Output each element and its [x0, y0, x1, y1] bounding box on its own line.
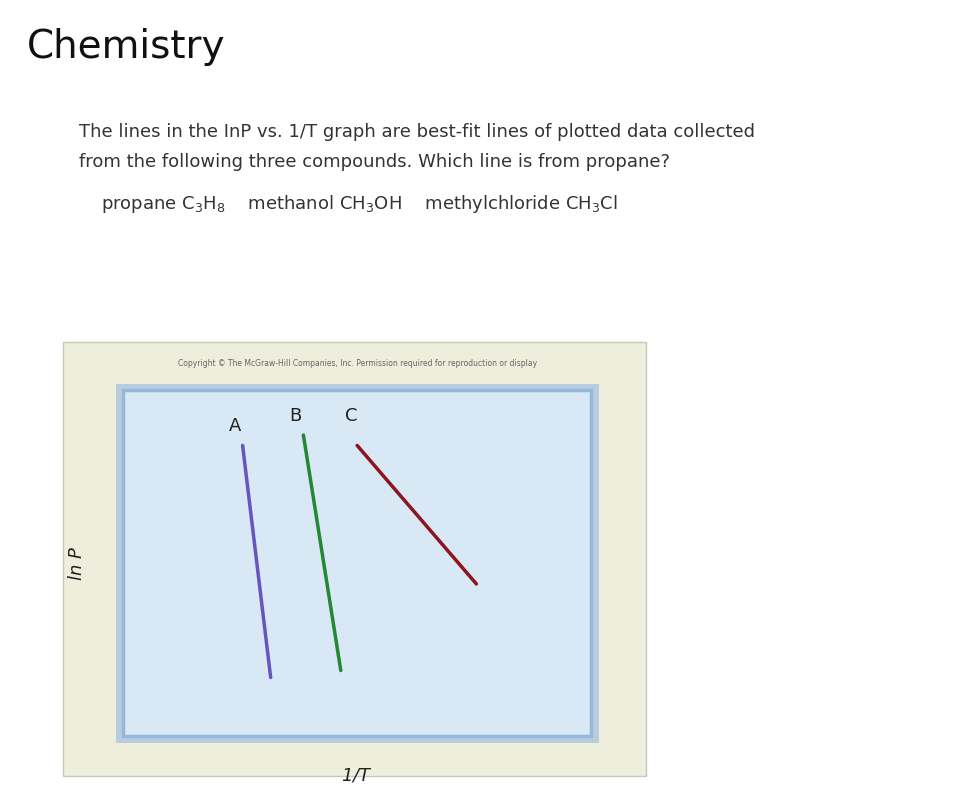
Text: Copyright © The McGraw-Hill Companies, Inc. Permission required for reproduction: Copyright © The McGraw-Hill Companies, I…: [177, 359, 537, 368]
Text: A: A: [228, 417, 241, 435]
Bar: [63, 342, 646, 776]
Bar: [123, 390, 591, 736]
Text: C: C: [345, 407, 358, 425]
Text: B: B: [289, 407, 302, 425]
Text: propane C$_3$H$_8$    methanol CH$_3$OH    methylchloride CH$_3$Cl: propane C$_3$H$_8$ methanol CH$_3$OH met…: [101, 193, 618, 215]
Text: Chemistry: Chemistry: [27, 28, 226, 66]
Text: 1/$T$: 1/$T$: [341, 767, 373, 785]
Text: ln $P$: ln $P$: [68, 546, 86, 580]
Bar: [116, 384, 599, 743]
Text: from the following three compounds. Which line is from propane?: from the following three compounds. Whic…: [79, 153, 670, 171]
Text: The lines in the InP vs. 1/T graph are best-fit lines of plotted data collected: The lines in the InP vs. 1/T graph are b…: [79, 123, 755, 142]
